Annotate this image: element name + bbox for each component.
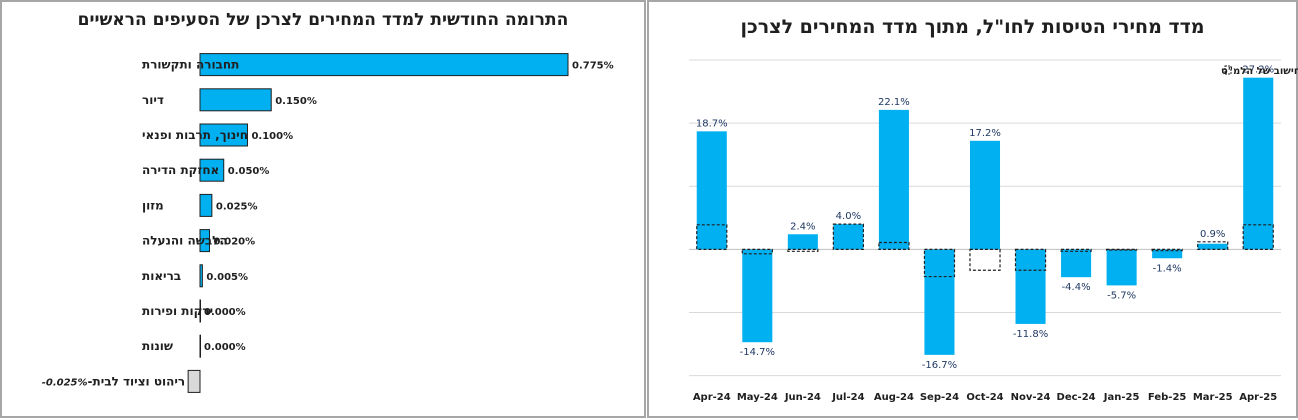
value-label: 0.005% [206, 272, 248, 283]
category-label: שונות [142, 339, 173, 353]
data-label: 4.0% [836, 211, 861, 222]
legend-dashed-swatch [1224, 65, 1232, 75]
avg-outline-Nov-24 [1014, 248, 1047, 271]
bar-6 [199, 264, 203, 288]
data-label: 18.7% [696, 118, 728, 129]
right-chart-title: מדד מחירי הטיסות לחו"ל, מתוך מדד המחירים… [740, 16, 1205, 38]
category-label: חינוך, תרבות ופנאי [142, 128, 248, 142]
bar-Mar-25 [1197, 243, 1228, 250]
data-label: -1.4% [1153, 263, 1182, 274]
value-label: 0.020% [213, 237, 255, 248]
x-tick-label: Feb-25 [1148, 392, 1186, 403]
bar-0 [199, 53, 569, 77]
avg-outline-Apr-25 [1242, 224, 1274, 251]
avg-outline-Sep-24 [923, 248, 956, 278]
avg-outline-Feb-25 [1151, 248, 1183, 252]
x-tick-label: Apr-24 [693, 392, 731, 403]
avg-outline-Jan-25 [1105, 248, 1138, 251]
avg-outline-Dec-24 [1060, 248, 1092, 252]
bar-Apr-24 [696, 131, 727, 250]
legend-label: ממוצע השינוי החודשי בעשור הקודם לפני עדכ… [1221, 66, 1298, 77]
x-tick-label: Mar-25 [1193, 392, 1233, 403]
bar-1 [199, 88, 272, 112]
x-tick-label: Aug-24 [874, 392, 914, 403]
value-label: 0.775% [572, 61, 614, 72]
data-label: -11.8% [1013, 329, 1048, 340]
category-label: ירקות ופירות [142, 304, 213, 318]
value-label: 0.150% [275, 96, 317, 107]
category-label: הלבשה והנעלה [142, 234, 228, 248]
avg-outline-Apr-24 [696, 224, 728, 251]
value-label: 0.050% [228, 166, 270, 177]
value-label: 0.025% [216, 201, 258, 212]
x-tick-label: Jun-24 [784, 392, 821, 403]
bar-3 [199, 158, 225, 182]
x-tick-label: Dec-24 [1057, 392, 1096, 403]
right-chart-panel: מדד מחירי הטיסות לחו"ל, מתוך מדד המחירים… [647, 0, 1298, 418]
data-label: 22.1% [878, 97, 910, 108]
category-label: דיור [142, 93, 164, 107]
value-label: 0.100% [251, 131, 293, 142]
bar-9 [187, 369, 201, 393]
avg-outline-May-24 [741, 248, 773, 255]
value-label: 0.000% [204, 342, 246, 353]
x-tick-label: May-24 [737, 392, 778, 403]
bar-Sep-24 [924, 249, 955, 355]
data-label: -14.7% [740, 347, 775, 358]
bar-4 [199, 193, 213, 217]
data-label: 2.4% [790, 221, 815, 232]
bar-May-24 [742, 249, 773, 343]
left-chart-title: התרומה החודשית למדד המחירים לצרכן של הסע… [77, 10, 569, 30]
avg-outline-Mar-25 [1197, 241, 1229, 251]
bar-8 [199, 334, 201, 358]
bar-Jun-24 [787, 234, 818, 250]
bar-Jan-25 [1106, 249, 1137, 286]
category-label: תחבורה ותקשורת [142, 58, 239, 72]
category-label-with-value: -0.025%-ריהוט וציוד לבית [42, 374, 185, 388]
data-label: -16.7% [922, 360, 957, 371]
bar-Apr-25 [1243, 77, 1274, 250]
bar-Aug-24 [878, 109, 909, 250]
value-label: 0.000% [204, 307, 246, 318]
bar-Feb-25 [1152, 249, 1183, 259]
data-label: 0.9% [1200, 229, 1225, 240]
avg-outline-Aug-24 [878, 241, 910, 251]
avg-outline-Jun-24 [787, 248, 819, 252]
data-label: -4.4% [1062, 282, 1091, 293]
bar-Jul-24 [833, 224, 864, 250]
right-chart-svg: 18.7% Apr-24 -14.7% May-24 2.4% Jun-24 4.0% Jul… [689, 59, 1298, 403]
bar-5 [199, 229, 210, 253]
x-tick-label: Apr-25 [1239, 392, 1277, 403]
category-label: אחזקת הדירה [142, 163, 219, 177]
avg-outline-Oct-24 [969, 248, 1001, 271]
left-chart-panel: התרומה החודשית למדד המחירים לצרכן של הסע… [0, 0, 646, 418]
data-label: -5.7% [1107, 290, 1136, 301]
category-label: בריאות [142, 269, 181, 283]
data-label: 27.2% [1242, 65, 1274, 76]
bar-2 [199, 123, 248, 147]
avg-outline-Jul-24 [832, 223, 865, 251]
x-tick-label: Sep-24 [920, 392, 959, 403]
x-tick-label: Oct-24 [966, 392, 1003, 403]
left-chart-svg: 0.775% תחבורה ותקשורת 0.150% דיור 0.100%חינו… [42, 53, 614, 393]
bar-Dec-24 [1061, 249, 1092, 278]
x-tick-label: Jul-24 [831, 392, 864, 403]
bar-Nov-24 [1015, 249, 1046, 324]
bar-7 [199, 299, 201, 323]
x-tick-label: Nov-24 [1011, 392, 1051, 403]
x-tick-label: Jan-25 [1103, 392, 1140, 403]
bar-Oct-24 [969, 140, 1001, 250]
category-label: מזון [142, 198, 164, 212]
data-label: 17.2% [969, 128, 1001, 139]
